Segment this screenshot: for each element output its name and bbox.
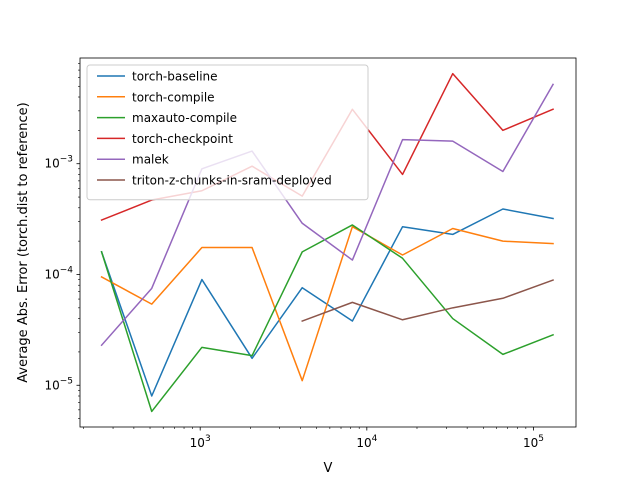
y-tick-label: 10−5: [44, 376, 73, 392]
legend-label: torch-compile: [132, 90, 215, 104]
y-axis-label: Average Abs. Error (torch.dist to refere…: [16, 102, 31, 382]
series-line-torch-compile: [100, 225, 554, 382]
axes: 103 104 105 10−5 10−4 10−3: [44, 63, 544, 450]
series-line-triton-z-chunks-in-sram-deployed: [301, 279, 555, 323]
legend-label: torch-baseline: [132, 70, 218, 84]
x-tick-label: 104: [356, 434, 377, 450]
series-line-maxauto-compile: [100, 224, 555, 413]
y-tick-label: 10−4: [44, 265, 73, 281]
series-line-malek: [100, 83, 555, 347]
legend-label: malek: [132, 153, 169, 167]
plot-frame: [79, 57, 577, 428]
legend-box: [86, 64, 369, 201]
legend: torch-baseline torch-compile maxauto-compi…: [86, 64, 369, 201]
legend-label: triton-z-chunks-in-sram-deployed: [132, 174, 332, 188]
legend-label: torch-checkpoint: [132, 132, 233, 146]
y-tick-label: 10−3: [44, 155, 73, 171]
x-tick-label: 103: [190, 434, 211, 450]
x-tick-label: 105: [523, 434, 544, 450]
x-axis-label: V: [324, 461, 333, 476]
legend-label: maxauto-compile: [132, 111, 237, 125]
